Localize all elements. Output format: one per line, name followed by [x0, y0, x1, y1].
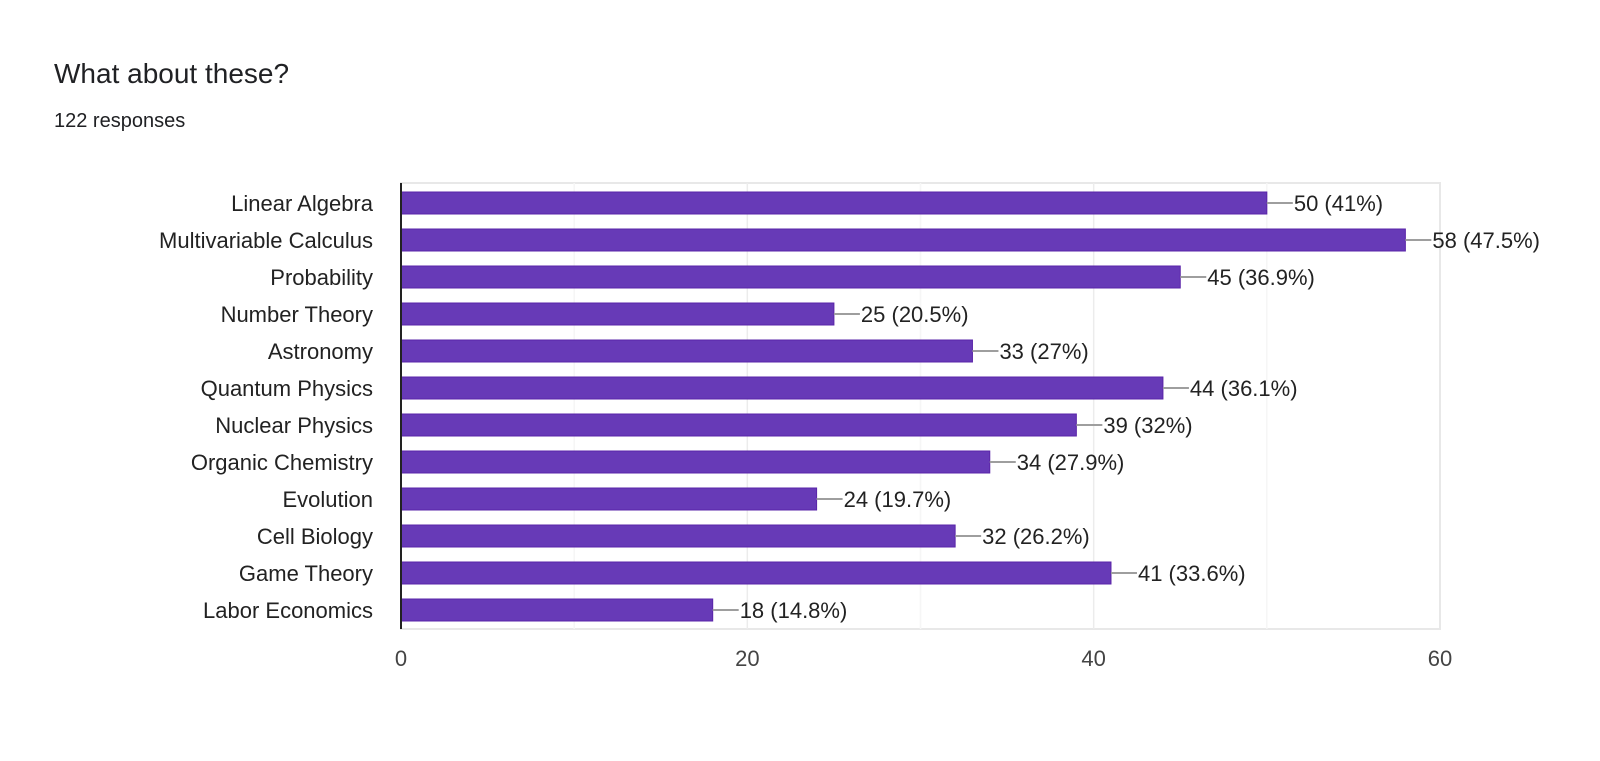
data-label: 32 (26.2%): [982, 524, 1090, 549]
chart-title: What about these?: [54, 58, 290, 89]
category-label: Probability: [270, 265, 373, 290]
bar: [400, 561, 1112, 585]
bar: [400, 265, 1181, 289]
category-label: Multivariable Calculus: [159, 228, 373, 253]
category-label: Astronomy: [268, 339, 373, 364]
category-label: Game Theory: [239, 561, 373, 586]
x-tick-label: 40: [1081, 646, 1105, 671]
data-label: 41 (33.6%): [1138, 561, 1246, 586]
category-label: Labor Economics: [203, 598, 373, 623]
category-label: Organic Chemistry: [191, 450, 373, 475]
category-label: Number Theory: [221, 302, 373, 327]
x-tick-label: 0: [395, 646, 407, 671]
bar: [400, 339, 973, 363]
data-label: 45 (36.9%): [1207, 265, 1315, 290]
bar: [400, 487, 818, 511]
bar: [400, 450, 991, 474]
category-label: Nuclear Physics: [215, 413, 373, 438]
bar: [400, 413, 1077, 437]
category-label: Linear Algebra: [231, 191, 374, 216]
data-label: 24 (19.7%): [844, 487, 952, 512]
data-label: 34 (27.9%): [1017, 450, 1125, 475]
response-count: 122 responses: [54, 110, 186, 132]
data-label: 18 (14.8%): [740, 598, 848, 623]
category-label: Cell Biology: [257, 524, 373, 549]
x-tick-label: 60: [1428, 646, 1452, 671]
data-label: 58 (47.5%): [1432, 228, 1540, 253]
bar: [400, 598, 714, 622]
category-label: Quantum Physics: [201, 376, 373, 401]
category-label: Evolution: [282, 487, 373, 512]
bar: [400, 376, 1164, 400]
data-label: 39 (32%): [1103, 413, 1192, 438]
x-tick-label: 20: [735, 646, 759, 671]
bar: [400, 524, 956, 548]
data-label: 50 (41%): [1294, 191, 1383, 216]
data-label: 25 (20.5%): [861, 302, 969, 327]
data-label: 33 (27%): [999, 339, 1088, 364]
bar: [400, 228, 1406, 252]
bar: [400, 302, 835, 326]
data-label: 44 (36.1%): [1190, 376, 1298, 401]
bar: [400, 191, 1268, 215]
